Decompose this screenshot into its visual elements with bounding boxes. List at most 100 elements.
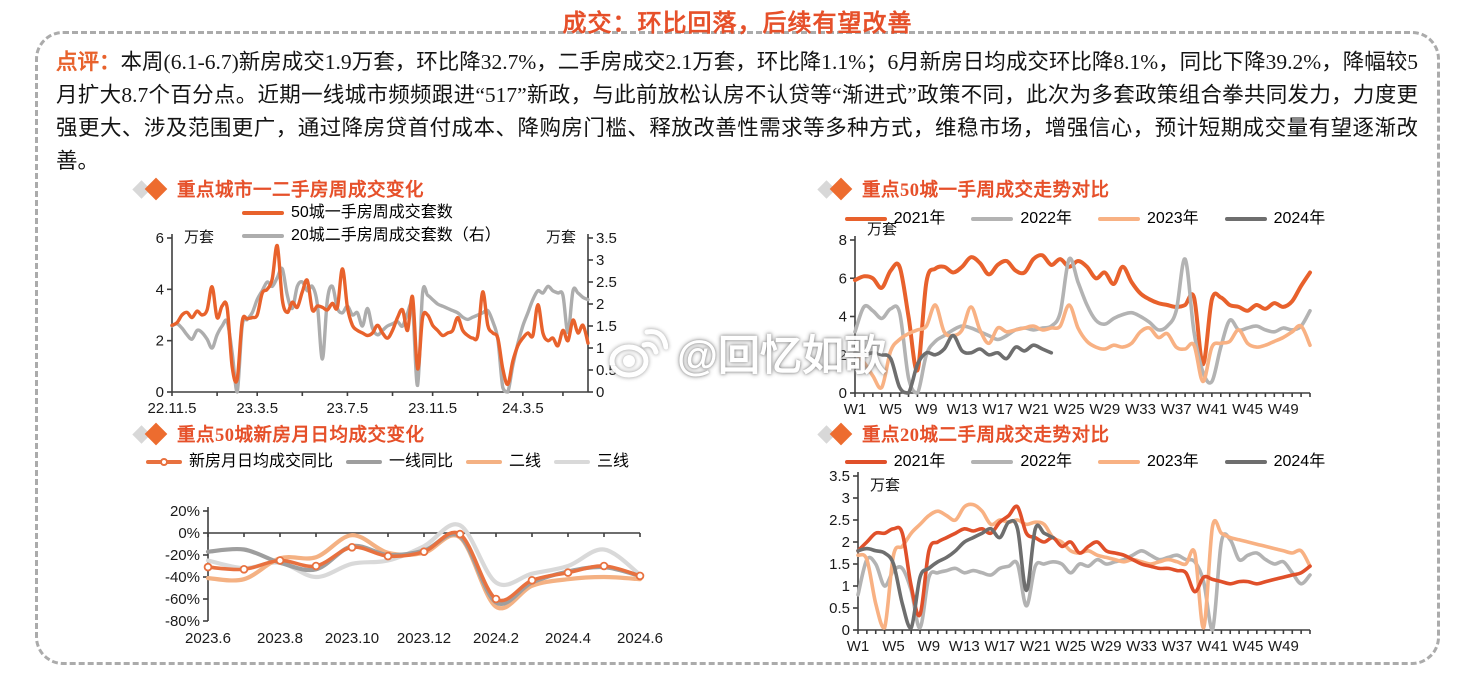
axis-label: W21 <box>1018 401 1049 418</box>
axis-label: W29 <box>1091 638 1122 655</box>
chart-canvas: 0 2 4 6 8 W1 W5 W9 W13 W17 W21 W25 W29 W33 W37 W41 W45 W4… <box>839 222 1312 418</box>
axis-label: W49 <box>1268 638 1299 655</box>
legend-marker-dot <box>160 458 168 466</box>
axis-label: 6 <box>156 230 164 247</box>
legend-line-swatch <box>466 460 503 464</box>
axis-label: W9 <box>918 638 941 655</box>
legend-line-swatch <box>346 460 383 464</box>
axis-label: 24.3.5 <box>502 400 544 417</box>
axis-label: 4 <box>839 309 847 326</box>
content-panel <box>35 31 1440 665</box>
axis-label: W45 <box>1232 401 1263 418</box>
axis-label: 2023.8 <box>257 630 303 647</box>
axis-label: 3.5 <box>596 230 617 247</box>
legend-label: 20城二手房周成交套数（右） <box>291 227 501 244</box>
axis-label: -20% <box>165 547 200 564</box>
legend-line-swatch <box>971 217 1014 221</box>
data-point-marker <box>383 551 393 561</box>
axis-label: W41 <box>1197 638 1228 655</box>
legend-item-2: 二线 <box>466 451 541 473</box>
axis-label: W49 <box>1268 401 1299 418</box>
axis-label: W33 <box>1126 638 1157 655</box>
axis-label: 4 <box>156 281 164 298</box>
axis-label: 0% <box>178 525 200 542</box>
legend-line-swatch <box>1224 460 1267 464</box>
legend-item-1: 2022年 <box>971 451 1072 473</box>
legend-label: 50城一手房周成交套数 <box>291 204 453 221</box>
series-line-0 <box>853 253 1312 373</box>
axis-label: W1 <box>847 638 870 655</box>
legend-label: 2021年 <box>893 453 946 470</box>
series-line-2 <box>853 303 1312 390</box>
series-line-3 <box>856 518 1055 630</box>
axis-label: 2 <box>156 333 164 350</box>
legend-line-swatch <box>971 460 1014 464</box>
data-point-marker <box>275 556 285 565</box>
axis-label: W17 <box>982 401 1013 418</box>
axis-label: W33 <box>1125 401 1156 418</box>
data-point-marker <box>563 568 573 577</box>
axis-label: 万套 <box>546 229 576 246</box>
legend-label: 2024年 <box>1273 453 1326 470</box>
diamond-bullet-icon <box>817 176 853 202</box>
axis-label: 2.5 <box>829 512 850 529</box>
legend-item-2: 2023年 <box>1098 451 1199 473</box>
legend-item-0: 50城一手房周成交套数 <box>242 202 453 224</box>
chart-canvas: 0 0.5 1 1.5 2 2.5 3 3.5 W1 W5 W9 W13 W17 W21 W25 W29 W33… <box>829 469 1312 655</box>
legend-line-swatch <box>554 460 591 464</box>
legend-line-swatch <box>1098 217 1140 221</box>
axis-label: 2023.6 <box>185 630 231 647</box>
axis-label: 1.5 <box>596 318 617 335</box>
commentary: 点评：本周(6.1-6.7)新房成交1.9万套，环比降32.7%，二手房成交2.… <box>56 46 1418 178</box>
legend-line-swatch <box>146 458 182 466</box>
chart-block-20city-second-weekly: 重点20城二手周成交走势对比 2021年 2022年 2023年 2024年 0 0.5… <box>815 421 1355 669</box>
axis-label: 0 <box>596 384 604 401</box>
axis-label: 万套 <box>870 477 900 494</box>
legend-item-1: 20城二手房周成交套数（右） <box>242 225 501 247</box>
axis-label: 1 <box>596 340 604 357</box>
axis-label: -80% <box>165 613 200 630</box>
series-line-0 <box>170 243 590 387</box>
axis-label: 2.5 <box>596 274 617 291</box>
axis-label: 3 <box>842 490 850 507</box>
chart-legend: 2021年 2022年 2023年 2024年 <box>815 208 1355 230</box>
legend-label: 2023年 <box>1147 453 1199 470</box>
data-point-marker <box>347 543 357 552</box>
axis-label: 0.5 <box>596 362 617 379</box>
legend-item-3: 2024年 <box>1224 451 1326 473</box>
axis-label: 万套 <box>184 229 214 246</box>
axis-label: W1 <box>844 401 867 418</box>
chart-axes <box>167 234 593 396</box>
legend-line-swatch <box>242 234 284 238</box>
legend-item-3: 2024年 <box>1224 208 1326 230</box>
legend-label: 2022年 <box>1020 210 1072 227</box>
data-point-marker <box>239 565 249 574</box>
series-line-2 <box>856 502 1312 630</box>
axis-label: 22.11.5 <box>148 400 197 417</box>
chart-block-50city-new-weekly: 重点50城一手周成交走势对比 2021年 2022年 2023年 2024年 0 2 4 6… <box>815 176 1355 424</box>
axis-label: 2 <box>596 296 604 313</box>
axis-label: W17 <box>984 638 1015 655</box>
legend-label: 2024年 <box>1273 210 1326 227</box>
axis-label: W5 <box>879 401 902 418</box>
diamond-bullet-icon <box>132 176 168 202</box>
chart-canvas: 0 2 4 6 0 0.5 1 1.5 2 2.5 3 3.5 22.11.5 23.3.5 23.7.5 2… <box>148 229 617 417</box>
data-point-marker <box>311 561 321 571</box>
legend-item-1: 一线同比 <box>346 451 453 473</box>
axis-label: W25 <box>1055 638 1086 655</box>
legend-line-swatch <box>844 460 887 464</box>
diamond-bullet-icon <box>132 421 168 447</box>
legend-line-swatch <box>1098 460 1140 464</box>
chart-legend: 新房月日均成交同比 一线同比 二线 三线 <box>146 451 629 473</box>
axis-label: 0 <box>842 622 850 639</box>
axis-label: 23.3.5 <box>236 400 278 417</box>
chart-axes <box>850 236 1311 397</box>
legend-label: 2022年 <box>1020 453 1072 470</box>
series-line-0 <box>856 504 1312 618</box>
chart-legend: 50城一手房周成交套数 20城二手房周成交套数（右） <box>242 202 501 247</box>
commentary-label: 点评： <box>56 50 121 74</box>
chart-title: 重点50城一手周成交走势对比 <box>862 181 1110 201</box>
commentary-text: 本周(6.1-6.7)新房成交1.9万套，环比降32.7%，二手房成交2.1万套… <box>56 50 1418 173</box>
legend-item-0: 2021年 <box>844 451 946 473</box>
